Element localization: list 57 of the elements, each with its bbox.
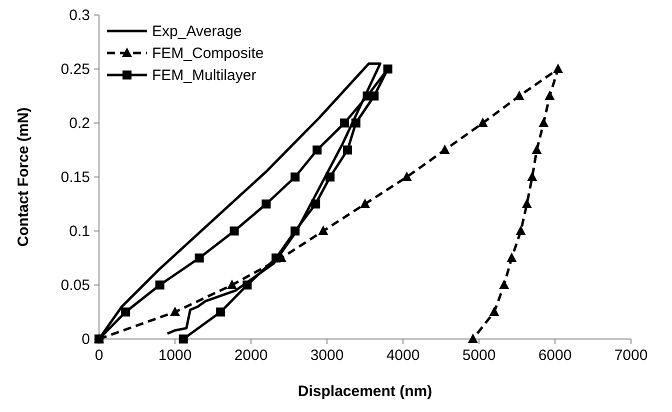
y-tick-label: 0.05 xyxy=(60,277,90,294)
point xyxy=(121,308,130,316)
x-tick-label: 0 xyxy=(94,347,104,364)
point xyxy=(522,198,532,208)
point xyxy=(478,118,488,127)
y-tick-label: 0.3 xyxy=(69,7,90,24)
point xyxy=(326,172,335,182)
point xyxy=(227,280,237,289)
point xyxy=(311,200,320,208)
point xyxy=(290,226,300,236)
y-axis-title: Contact Force (mN) xyxy=(15,107,32,247)
y-tick-label: 0.15 xyxy=(60,169,90,186)
point xyxy=(170,306,180,316)
y-tick-label: 0.25 xyxy=(60,61,90,78)
point xyxy=(351,118,360,128)
point xyxy=(499,280,510,289)
legend-label: FEM_Composite xyxy=(152,45,264,62)
x-tick-label: 1000 xyxy=(158,347,192,364)
point xyxy=(360,198,370,208)
point xyxy=(262,200,271,208)
point xyxy=(538,118,549,127)
x-axis-title: Displacement (nm) xyxy=(298,383,432,400)
point xyxy=(544,90,555,100)
point xyxy=(242,280,252,290)
point xyxy=(402,172,412,181)
x-tick-label: 4000 xyxy=(386,347,420,364)
point xyxy=(178,334,188,344)
point xyxy=(343,146,352,154)
point xyxy=(440,144,450,154)
point xyxy=(318,226,328,235)
x-tick-label: 5000 xyxy=(462,347,496,364)
point xyxy=(553,64,564,73)
y-tick-label: 0 xyxy=(82,331,90,348)
point xyxy=(340,118,349,128)
point xyxy=(230,226,239,236)
point xyxy=(516,226,526,235)
x-tick-label: 6000 xyxy=(538,347,572,364)
point xyxy=(290,172,300,182)
legend-label: FEM_Multilayer xyxy=(152,67,256,84)
y-tick-label: 0.2 xyxy=(69,115,90,132)
point xyxy=(506,252,517,262)
point xyxy=(383,64,392,74)
x-tick-label: 7000 xyxy=(614,347,648,364)
point xyxy=(312,146,322,154)
point xyxy=(272,254,281,262)
y-tick-label: 0.1 xyxy=(69,223,90,240)
x-tick-label: 2000 xyxy=(234,347,268,364)
point xyxy=(489,306,500,316)
point xyxy=(216,308,226,316)
point xyxy=(514,90,524,100)
x-tick-label: 3000 xyxy=(310,347,344,364)
point xyxy=(468,334,478,343)
point xyxy=(155,280,164,290)
point xyxy=(527,172,538,181)
legend-label: Exp_Average xyxy=(152,23,242,40)
point xyxy=(194,254,204,262)
point xyxy=(532,144,542,154)
